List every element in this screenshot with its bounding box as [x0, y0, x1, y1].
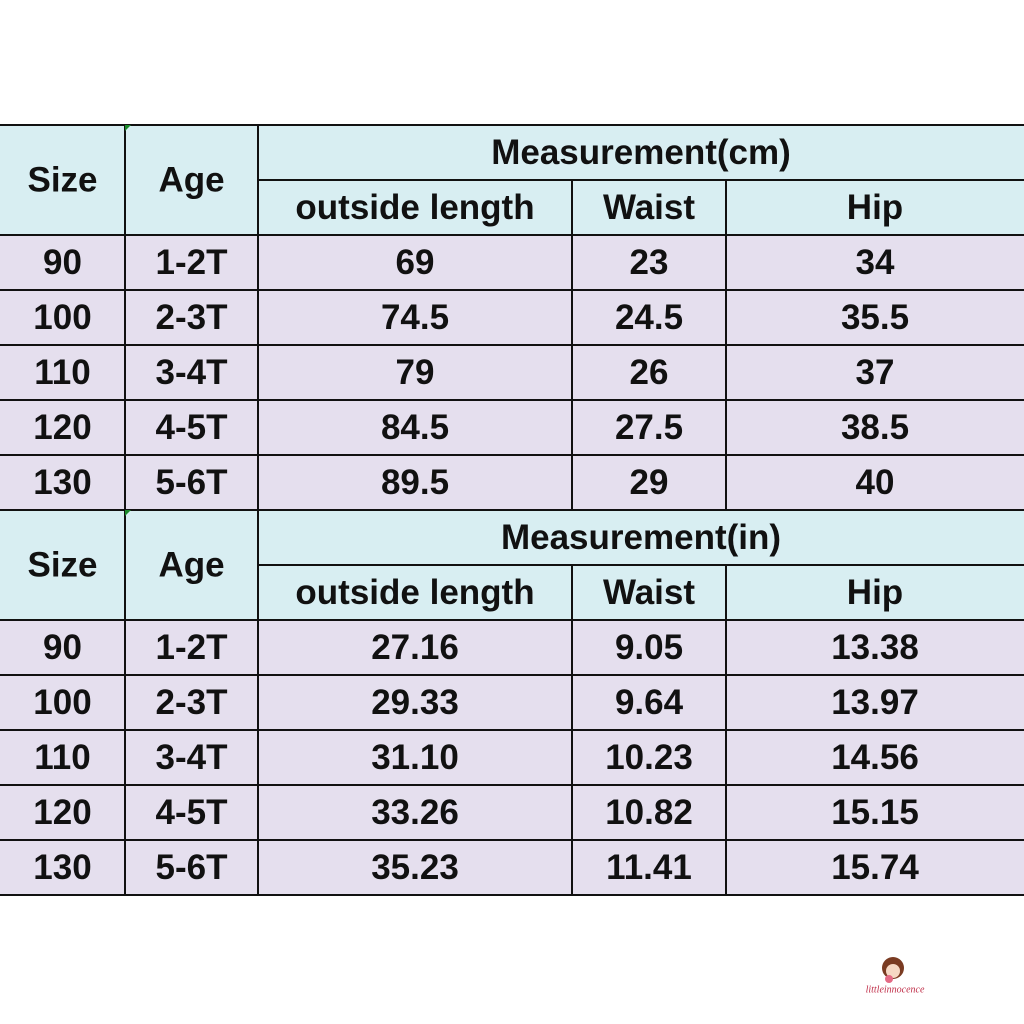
- table-cell: 4-5T: [156, 793, 228, 832]
- table-cell: 84.5: [381, 408, 449, 447]
- table-cell: 35.23: [371, 848, 459, 887]
- table-cell: 9.05: [615, 628, 683, 667]
- table-cell: 13.38: [831, 628, 919, 667]
- table-cell: 130: [33, 848, 91, 887]
- table-cell: 26: [630, 353, 669, 392]
- header-cell: Size: [27, 161, 97, 200]
- table-cell: 37: [856, 353, 895, 392]
- table-cell: 90: [43, 243, 82, 282]
- header-cell: Waist: [603, 573, 695, 612]
- table-cell: 100: [33, 298, 91, 337]
- table-cell: 9.64: [615, 683, 684, 722]
- header-cell: Size: [27, 546, 97, 585]
- table-cell: 10.82: [605, 793, 693, 832]
- table-cell: 24.5: [615, 298, 683, 337]
- header-cell: Age: [158, 161, 224, 200]
- table-cell: 29: [630, 463, 669, 502]
- table-cell: 27.16: [371, 628, 459, 667]
- header-cell: Measurement(cm): [491, 133, 791, 172]
- table-cell: 34: [856, 243, 895, 282]
- body-background: [0, 235, 1024, 510]
- table-cell: 110: [34, 738, 90, 777]
- table-cell: 74.5: [381, 298, 449, 337]
- table-cell: 29.33: [371, 683, 459, 722]
- table-cell: 130: [33, 463, 91, 502]
- table-cell: 4-5T: [156, 408, 228, 447]
- table-cell: 14.56: [831, 738, 919, 777]
- table-cell: 31.10: [371, 738, 459, 777]
- table-cell: 3-4T: [156, 353, 228, 392]
- table-cell: 5-6T: [156, 848, 228, 887]
- table-cell: 10.23: [605, 738, 693, 777]
- table-cell: 40: [856, 463, 895, 502]
- table-cell: 38.5: [841, 408, 909, 447]
- header-cell: outside length: [295, 573, 534, 612]
- table-cell: 35.5: [841, 298, 909, 337]
- watermark-logo: littleinnocence: [866, 957, 925, 996]
- table-cell: 11.41: [606, 848, 692, 887]
- table-cell: 120: [33, 408, 91, 447]
- cell-marker: [125, 510, 131, 516]
- table-cell: 120: [33, 793, 91, 832]
- table-cell: 69: [396, 243, 435, 282]
- table-cell: 15.15: [831, 793, 919, 832]
- table-cell: 89.5: [381, 463, 449, 502]
- table-cell: 2-3T: [156, 683, 228, 722]
- table-cell: 79: [396, 353, 435, 392]
- table-cell: 90: [43, 628, 82, 667]
- cell-marker: [125, 125, 131, 131]
- table-cell: 15.74: [831, 848, 919, 887]
- watermark-text: littleinnocence: [866, 985, 925, 996]
- table-cell: 1-2T: [156, 628, 228, 667]
- size-tables: Size Age Measurement(cm) outside length Wais…: [0, 124, 1024, 896]
- table-cell: 13.97: [831, 683, 919, 722]
- table-cell: 33.26: [371, 793, 459, 832]
- table-cell: 5-6T: [156, 463, 228, 502]
- header-cell: Waist: [603, 188, 695, 227]
- header-cell: Age: [158, 546, 224, 585]
- header-cell: Measurement(in): [501, 518, 781, 557]
- table-cell: 2-3T: [156, 298, 228, 337]
- table-cell: 27.5: [615, 408, 683, 447]
- body-background: [0, 620, 1024, 895]
- table-cell: 110: [34, 353, 90, 392]
- header-cell: Hip: [847, 188, 903, 227]
- table-cell: 3-4T: [156, 738, 228, 777]
- table-cell: 1-2T: [156, 243, 228, 282]
- table-cell: 100: [33, 683, 91, 722]
- header-cell: Hip: [847, 573, 903, 612]
- header-cell: outside length: [295, 188, 534, 227]
- table-cell: 23: [630, 243, 669, 282]
